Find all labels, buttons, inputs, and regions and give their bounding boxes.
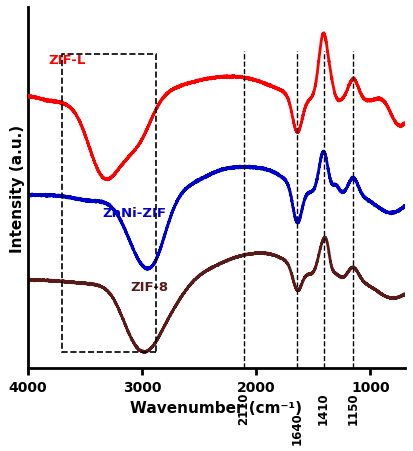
Text: 2110: 2110 (237, 392, 250, 424)
Y-axis label: Intensity (a.u.): Intensity (a.u.) (10, 124, 25, 252)
X-axis label: Wavenumber (cm⁻¹): Wavenumber (cm⁻¹) (130, 400, 302, 414)
Text: ZIF-8: ZIF-8 (131, 281, 169, 293)
Bar (62, 55, 156, 352)
Text: ZIF-L: ZIF-L (48, 54, 85, 67)
Text: 1640: 1640 (291, 412, 304, 444)
Text: 1410: 1410 (317, 392, 330, 424)
Text: ZnNi-ZIF: ZnNi-ZIF (102, 207, 166, 220)
Text: 1150: 1150 (347, 392, 360, 424)
